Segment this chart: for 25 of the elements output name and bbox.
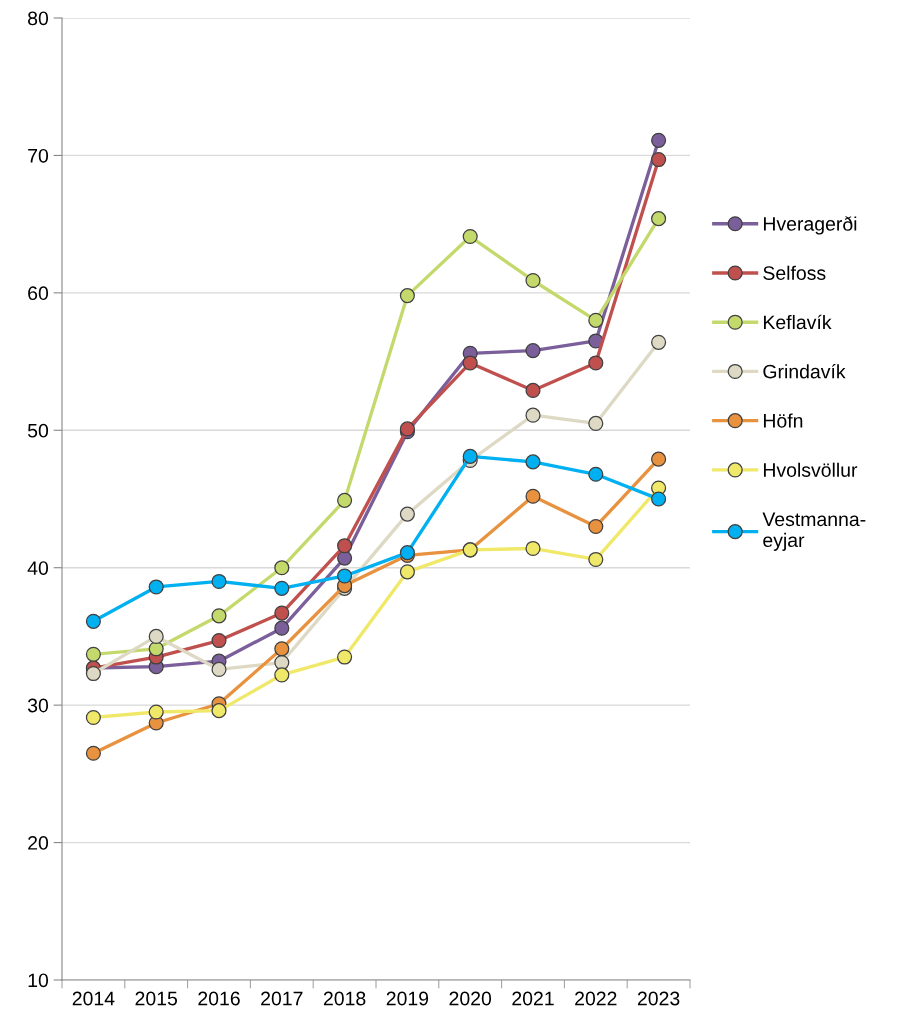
y-tick-label: 80 xyxy=(28,11,49,26)
x-tick-label: 2015 xyxy=(135,991,178,1006)
x-tick-label: 2020 xyxy=(449,991,492,1006)
x-tick-label: 2019 xyxy=(386,991,429,1006)
x-tick-label: 2018 xyxy=(323,991,366,1006)
x-tick-label: 2021 xyxy=(512,991,554,1006)
legend-label: Hvolsvöllur xyxy=(763,462,858,477)
legend-label: Keflavík xyxy=(763,314,832,330)
y-tick-label: 40 xyxy=(27,561,49,575)
x-tick-label: 2014 xyxy=(72,991,115,1006)
y-tick-label: 20 xyxy=(28,836,49,850)
legend-label: Selfoss xyxy=(763,265,826,280)
y-tick-label: 70 xyxy=(28,148,49,163)
x-tick-label: 2016 xyxy=(198,991,240,1006)
legend-label: Hveragerði xyxy=(763,216,857,235)
y-tick-label: 30 xyxy=(27,698,49,713)
y-tick-label: 60 xyxy=(28,286,49,301)
x-tick-label: 2023 xyxy=(637,991,680,1006)
x-tick-label: 2017 xyxy=(261,991,303,1006)
x-tick-label: 2022 xyxy=(575,991,617,1006)
y-tick-label: 10 xyxy=(28,973,49,988)
legend-label: Grindavík xyxy=(763,363,846,379)
y-tick-label: 50 xyxy=(27,423,49,438)
legend-label: Höfn xyxy=(763,413,803,428)
legend-label: Vestmanna- eyjar xyxy=(762,512,866,551)
